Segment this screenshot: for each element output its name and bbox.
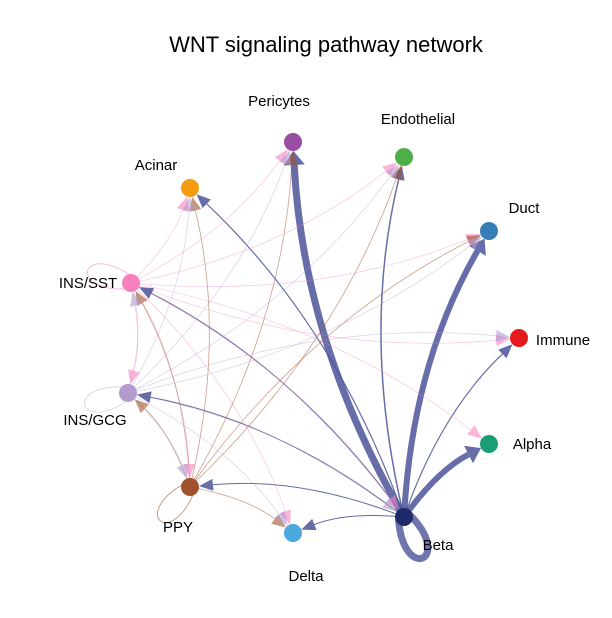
node-label-acinar: Acinar [135, 157, 178, 174]
arrowhead-ins-sst-to-beta [385, 494, 399, 510]
edge-ins-gcg-to-immune [127, 332, 497, 394]
diagram-title: WNT signaling pathway network [169, 32, 484, 57]
edge-ins-gcg-to-ppy [127, 392, 183, 466]
node-endothelial[interactable] [395, 148, 413, 166]
node-label-pericytes: Pericytes [248, 93, 310, 110]
arrowhead-ppy-to-ins-gcg [134, 399, 149, 414]
self-loop-ins-sst [87, 263, 133, 290]
edge-beta-to-duct [401, 249, 481, 518]
edge-beta-to-immune [403, 353, 503, 518]
self-loop-ins-gcg [84, 386, 130, 413]
arrowhead-beta-to-acinar [196, 194, 211, 209]
arrowhead-layer [128, 149, 513, 531]
arrowhead-beta-to-duct [469, 238, 486, 256]
arrowhead-beta-to-alpha [464, 445, 481, 464]
edge-ppy-to-ins-sst [142, 302, 191, 488]
node-ins-sst[interactable] [122, 274, 140, 292]
edge-beta-to-endothelial [380, 179, 405, 518]
edge-ppy-to-pericytes [189, 164, 293, 488]
label-layer: Pericytes Endothelial Acinar Duct INS/SST Imm… [59, 93, 590, 585]
edge-ins-sst-to-acinar [130, 209, 184, 284]
node-label-immune: Immune [536, 332, 590, 349]
arrowhead-beta-to-ppy [198, 478, 214, 491]
arrowhead-ins-gcg-to-endothelial [385, 164, 399, 180]
node-alpha[interactable] [480, 435, 498, 453]
arrowhead-ins-sst-to-endothelial [382, 162, 397, 176]
edge-ins-sst-to-duct [130, 239, 468, 288]
self-loop-beta [395, 512, 432, 563]
edge-ins-sst-to-alpha [130, 282, 471, 431]
node-label-ins-sst: INS/SST [59, 275, 117, 292]
node-immune[interactable] [510, 329, 528, 347]
node-label-duct: Duct [509, 200, 541, 217]
edge-beta-to-alpha [401, 451, 470, 519]
node-pericytes[interactable] [284, 133, 302, 151]
arrowhead-beta-to-ins-sst [139, 287, 155, 299]
node-label-ins-gcg: INS/GCG [63, 412, 126, 429]
edge-ins-gcg-to-acinar [127, 210, 189, 394]
arrowhead-beta-to-delta [301, 518, 317, 531]
edge-ppy-to-acinar [189, 210, 210, 488]
node-delta[interactable] [284, 524, 302, 542]
edge-ins-gcg-to-delta [127, 392, 280, 515]
arrowhead-ins-sst-to-alpha [467, 425, 482, 439]
node-label-beta: Beta [423, 537, 455, 554]
edge-ins-sst-to-immune [130, 282, 497, 344]
edge-ins-sst-to-beta [130, 282, 391, 499]
node-ins-gcg[interactable] [119, 384, 137, 402]
node-ppy[interactable] [181, 478, 199, 496]
edge-beta-to-delta [314, 514, 405, 525]
node-label-endothelial: Endothelial [381, 111, 455, 128]
edge-ins-sst-to-pericytes [130, 160, 280, 284]
arrowhead-ins-gcg-to-immune [495, 329, 511, 342]
self-loop-layer [84, 263, 432, 563]
arrowhead-ins-gcg-to-beta [382, 498, 397, 512]
arrowhead-ins-gcg-to-pericytes [279, 150, 291, 166]
arrowhead-ins-gcg-to-ppy [176, 463, 188, 479]
node-label-ppy: PPY [163, 519, 193, 536]
arrowhead-ins-gcg-to-ins-sst [129, 291, 142, 307]
edge-beta-to-ppy [212, 482, 405, 518]
edge-layer [127, 160, 503, 525]
edge-ppy-to-duct [189, 241, 469, 488]
edge-ppy-to-delta [189, 486, 276, 520]
node-duct[interactable] [480, 222, 498, 240]
arrowhead-ins-sst-to-ins-gcg [128, 369, 140, 385]
arrowhead-ins-gcg-to-delta [274, 510, 288, 526]
edge-ins-gcg-to-duct [127, 244, 471, 394]
node-label-delta: Delta [288, 568, 324, 585]
edge-ins-gcg-to-pericytes [127, 163, 286, 394]
arrowhead-ppy-to-delta [271, 514, 286, 528]
node-layer [119, 133, 528, 542]
edge-ins-sst-to-delta [130, 282, 286, 512]
node-beta[interactable] [395, 508, 413, 526]
arrowhead-ins-gcg-to-acinar [182, 196, 195, 212]
edge-ins-gcg-to-endothelial [127, 175, 391, 394]
arrowhead-beta-to-immune [498, 344, 513, 359]
edge-ppy-to-endothelial [189, 178, 397, 488]
edge-ins-sst-to-endothelial [130, 171, 387, 284]
node-label-alpha: Alpha [513, 436, 552, 453]
edge-beta-to-pericytes [290, 164, 408, 519]
node-acinar[interactable] [181, 179, 199, 197]
arrowhead-ins-gcg-to-duct [467, 236, 482, 250]
edge-beta-to-acinar [206, 203, 405, 518]
edge-ins-gcg-to-beta [127, 392, 386, 504]
self-loop-ppy [157, 482, 195, 523]
arrowhead-beta-to-ins-gcg [136, 391, 152, 404]
